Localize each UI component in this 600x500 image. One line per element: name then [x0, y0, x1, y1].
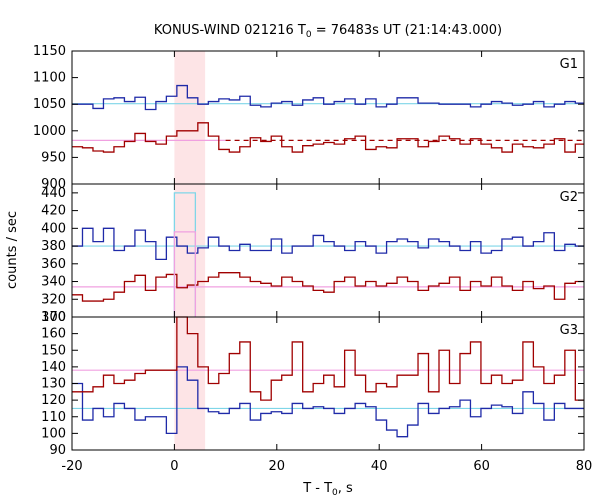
- trigger-interval-band: [174, 51, 206, 450]
- ytick-label-g3-170: 170: [41, 310, 66, 325]
- ytick-label-g2-440: 440: [41, 186, 66, 201]
- ytick-label-g1-900: 900: [41, 177, 66, 192]
- labels-layer: 9009501000105011001150G13003203403603804…: [33, 44, 592, 474]
- ytick-label-g3-120: 120: [41, 393, 66, 408]
- ytick-label-g1-1100: 1100: [33, 71, 66, 86]
- ytick-label-g2-300: 300: [41, 310, 66, 325]
- reference-lines-layer: [72, 103, 584, 410]
- ytick-label-g2-420: 420: [41, 204, 66, 219]
- series-g3-blue-0: [72, 366, 584, 438]
- panel-label-g3: G3: [560, 323, 578, 338]
- series-g1-blue-0: [72, 84, 584, 111]
- panel-frame-g1: [71, 50, 585, 185]
- series-g2-blue-0: [72, 227, 584, 261]
- ytick-label-g3-100: 100: [41, 426, 66, 441]
- ytick-label-g3-160: 160: [41, 327, 66, 342]
- ytick-label-g1-950: 950: [41, 150, 66, 165]
- xtick-label--20: -20: [61, 459, 82, 474]
- xtick-label-60: 60: [473, 459, 490, 474]
- panel-label-g1: G1: [560, 57, 578, 72]
- ytick-label-g3-110: 110: [41, 410, 66, 425]
- ytick-label-g3-140: 140: [41, 360, 66, 375]
- trigger-highlight-layer: [174, 51, 206, 450]
- xtick-label-80: 80: [576, 459, 593, 474]
- xtick-label-20: 20: [269, 459, 286, 474]
- ytick-label-g3-150: 150: [41, 343, 66, 358]
- series-g2-red-1: [72, 272, 584, 302]
- ytick-label-g2-360: 360: [41, 257, 66, 272]
- ytick-label-g1-1150: 1150: [33, 44, 66, 59]
- ytick-label-g2-340: 340: [41, 275, 66, 290]
- x-axis-title: T - T0, s: [302, 481, 353, 498]
- ytick-label-g2-400: 400: [41, 221, 66, 236]
- series-g1-red-1: [72, 122, 584, 153]
- panel-frames-layer: [71, 50, 585, 451]
- panel-frame-g2: [71, 183, 585, 318]
- ticks-layer: [71, 50, 585, 451]
- chart-title: KONUS-WIND 021216 T0 = 76483s UT (21:14:…: [154, 23, 502, 40]
- ytick-label-g1-1000: 1000: [33, 124, 66, 139]
- ytick-label-g2-320: 320: [41, 292, 66, 307]
- xtick-label-40: 40: [371, 459, 388, 474]
- y-axis-title: counts / sec: [5, 211, 20, 289]
- ytick-label-g3-130: 130: [41, 377, 66, 392]
- series-g2-red_ref-3: [173, 231, 197, 317]
- series-layer: [72, 84, 584, 438]
- panel-label-g2: G2: [560, 190, 578, 205]
- series-g3-red-1: [72, 316, 584, 401]
- ytick-label-g2-380: 380: [41, 239, 66, 254]
- ytick-label-g3-90: 90: [49, 443, 66, 458]
- ytick-label-g1-1050: 1050: [33, 97, 66, 112]
- xtick-label-0: 0: [170, 459, 178, 474]
